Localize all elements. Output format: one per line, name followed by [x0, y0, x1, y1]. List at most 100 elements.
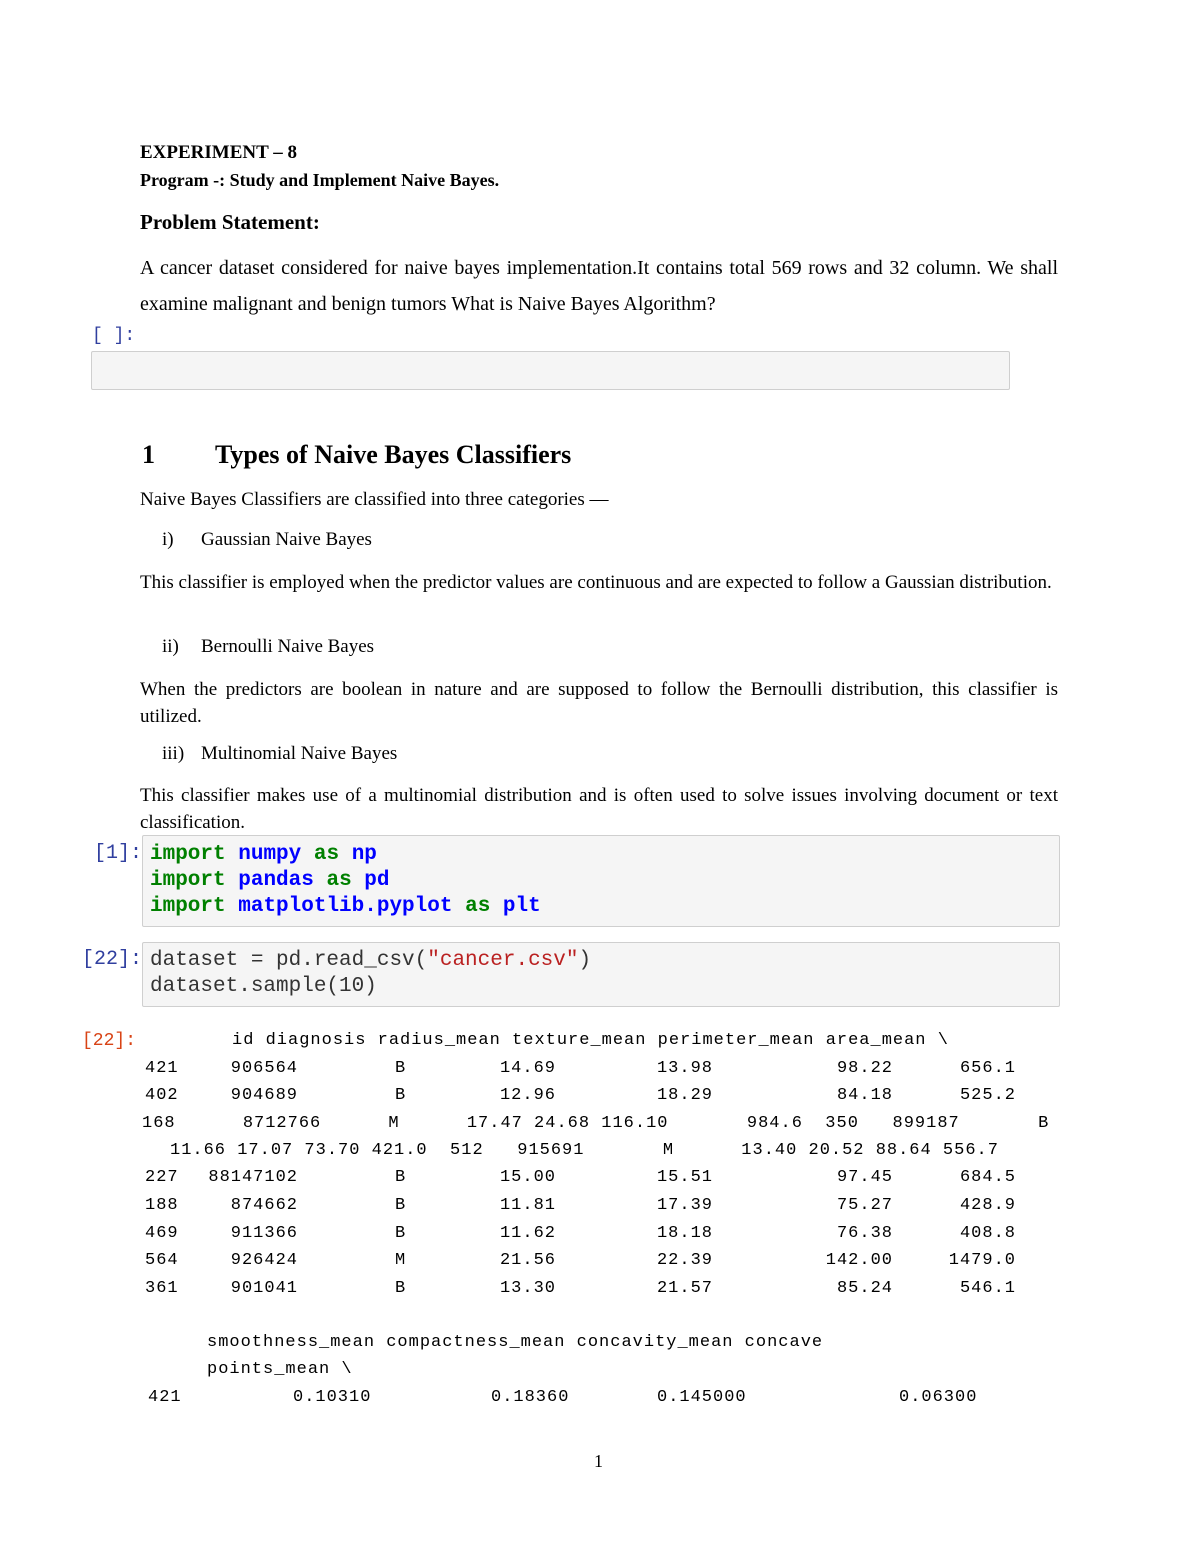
table-cell: 901041 — [230, 1279, 298, 1298]
table-cell: 428.9 — [959, 1196, 1016, 1215]
table-cell: 18.29 — [656, 1086, 713, 1105]
table-cell: 15.51 — [656, 1168, 713, 1187]
keyword: as — [313, 843, 340, 866]
table-cell: B — [395, 1224, 407, 1243]
table-cell: 402 — [145, 1086, 179, 1105]
output-broken-line: 168 8712766 M 17.47 24.68 116.10 984.6 3… — [142, 1114, 1050, 1133]
item-label: Multinomial Naive Bayes — [201, 743, 398, 764]
table-cell: 11.81 — [499, 1196, 556, 1215]
table-cell: 421 — [145, 1059, 179, 1078]
alias: pd — [364, 869, 390, 892]
experiment-title: EXPERIMENT – 8 — [140, 142, 297, 163]
item-description: When the predictors are boolean in natur… — [140, 679, 1058, 727]
keyword: import — [150, 895, 226, 918]
cell1-prompt: [1]: — [94, 842, 143, 865]
table-cell: 408.8 — [959, 1224, 1016, 1243]
table-cell: M — [395, 1251, 407, 1270]
table-cell: 21.56 — [499, 1251, 556, 1270]
table-cell: 525.2 — [959, 1086, 1016, 1105]
table-header-2-cont: points_mean \ — [207, 1360, 353, 1379]
code-line: import numpy as np — [150, 842, 541, 868]
item-description: This classifier makes use of a multinomi… — [140, 785, 1058, 833]
module: numpy — [238, 843, 302, 866]
table-cell: B — [395, 1279, 407, 1298]
table-cell: 11.62 — [499, 1224, 556, 1243]
table-cell: 656.1 — [959, 1059, 1016, 1078]
table-cell: 15.00 — [499, 1168, 556, 1187]
table-cell: 546.1 — [959, 1279, 1016, 1298]
item-marker: ii) — [162, 636, 179, 657]
module: matplotlib.pyplot — [238, 895, 453, 918]
table-cell: 911366 — [230, 1224, 298, 1243]
item-label: Gaussian Naive Bayes — [201, 529, 372, 550]
table-header-2: smoothness_mean compactness_mean concavi… — [207, 1333, 824, 1352]
table-cell: 1479.0 — [948, 1251, 1016, 1270]
table-cell: 85.24 — [836, 1279, 893, 1298]
table-cell: 76.38 — [836, 1224, 893, 1243]
empty-code-cell[interactable] — [91, 351, 1010, 390]
table-cell: 13.30 — [499, 1279, 556, 1298]
table-cell: 13.98 — [656, 1059, 713, 1078]
table-cell: 98.22 — [836, 1059, 893, 1078]
code-lines: import numpy as np import pandas as pd i… — [150, 842, 541, 920]
section-title: Types of Naive Bayes Classifiers — [215, 440, 572, 469]
page-number: 1 — [594, 1451, 603, 1471]
table-cell: 14.69 — [499, 1059, 556, 1078]
table-cell: 0.10310 — [293, 1388, 372, 1407]
string-literal: "cancer.csv" — [427, 949, 579, 972]
cell2-prompt: [22]: — [82, 948, 143, 971]
table-cell: 22.39 — [656, 1251, 713, 1270]
code-line: import pandas as pd — [150, 868, 541, 894]
keyword: as — [326, 869, 352, 892]
table-cell: 188 — [145, 1196, 179, 1215]
code-text: ) — [578, 949, 592, 972]
table-cell: 97.45 — [836, 1168, 893, 1187]
table-cell: 88147102 — [208, 1168, 298, 1187]
output-prompt: [22]: — [82, 1031, 137, 1051]
alias: np — [351, 843, 377, 866]
table-cell: 0.06300 — [899, 1388, 978, 1407]
code-line: dataset.sample(10) — [150, 975, 377, 998]
code-line: dataset = pd.read_csv("cancer.csv") — [150, 948, 591, 974]
item-description: This classifier is employed when the pre… — [140, 572, 1052, 593]
keyword: import — [150, 869, 226, 892]
table-header: id diagnosis radius_mean texture_mean pe… — [232, 1031, 949, 1050]
alias: plt — [502, 895, 541, 918]
output-broken-line: 11.66 17.07 73.70 421.0 512 915691 M 13.… — [170, 1141, 999, 1160]
item-marker: i) — [162, 529, 174, 550]
table-cell: B — [395, 1059, 407, 1078]
table-cell: 0.145000 — [657, 1388, 747, 1407]
code-text: dataset = pd.read_csv( — [150, 949, 428, 972]
table-cell: 84.18 — [836, 1086, 893, 1105]
keyword: as — [465, 895, 491, 918]
table-cell: 564 — [145, 1251, 179, 1270]
problem-text: A cancer dataset considered for naive ba… — [140, 257, 1058, 315]
table-cell: 21.57 — [656, 1279, 713, 1298]
empty-cell-prompt: [ ]: — [92, 326, 136, 346]
code-lines: dataset = pd.read_csv("cancer.csv") data… — [150, 948, 591, 1000]
import-code-cell[interactable]: import numpy as np import pandas as pd i… — [142, 835, 1060, 927]
table-cell: B — [395, 1196, 407, 1215]
program-title: Program -: Study and Implement Naive Bay… — [140, 170, 500, 190]
read-csv-code-cell[interactable]: dataset = pd.read_csv("cancer.csv") data… — [142, 942, 1060, 1007]
item-label: Bernoulli Naive Bayes — [201, 636, 375, 657]
section-number: 1 — [142, 440, 155, 469]
table-cell: 906564 — [230, 1059, 298, 1078]
table-cell: 926424 — [230, 1251, 298, 1270]
table-cell: 874662 — [230, 1196, 298, 1215]
module: pandas — [238, 869, 314, 892]
table-cell: 17.39 — [656, 1196, 713, 1215]
table-cell: 75.27 — [836, 1196, 893, 1215]
table-cell: 904689 — [230, 1086, 298, 1105]
item-marker: iii) — [162, 743, 185, 764]
problem-heading: Problem Statement: — [140, 210, 320, 234]
table-cell: 18.18 — [656, 1224, 713, 1243]
table-cell: B — [395, 1086, 407, 1105]
table-cell: 0.18360 — [491, 1388, 570, 1407]
table-cell: B — [395, 1168, 407, 1187]
table-cell: 12.96 — [499, 1086, 556, 1105]
table-cell: 421 — [148, 1388, 182, 1407]
section-intro: Naive Bayes Classifiers are classified i… — [140, 489, 609, 510]
table-cell: 361 — [145, 1279, 179, 1298]
